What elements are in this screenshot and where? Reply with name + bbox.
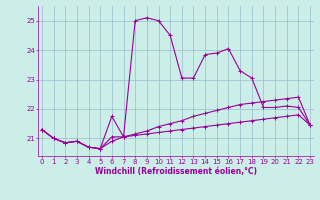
X-axis label: Windchill (Refroidissement éolien,°C): Windchill (Refroidissement éolien,°C): [95, 167, 257, 176]
